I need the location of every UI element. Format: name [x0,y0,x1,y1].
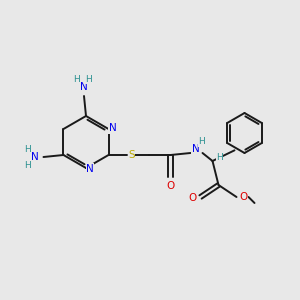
Text: O: O [188,193,196,203]
Text: H: H [216,154,223,163]
Text: H: H [85,74,92,83]
Text: N: N [80,82,88,92]
Text: N: N [31,152,38,162]
Text: N: N [86,164,94,174]
Text: H: H [74,74,80,83]
Text: O: O [167,181,175,191]
Text: N: N [109,123,116,133]
Text: S: S [128,150,135,160]
Text: N: N [192,144,200,154]
Text: H: H [198,137,205,146]
Text: O: O [239,192,247,202]
Text: H: H [24,160,31,169]
Text: H: H [24,145,31,154]
